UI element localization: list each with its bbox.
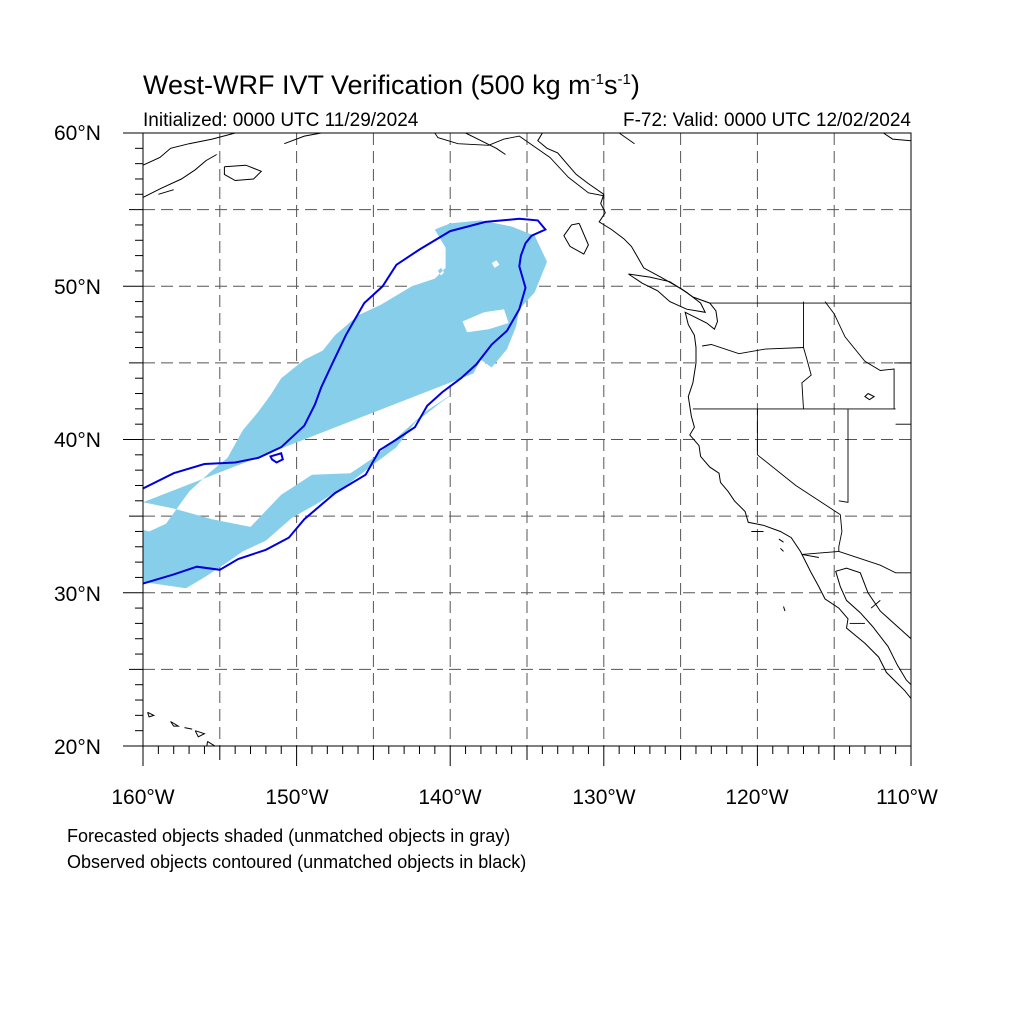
lon-label-110w: 110°W [876, 786, 938, 809]
political-borders [434, 133, 911, 624]
axis-ticks [123, 132, 912, 766]
coastline-segment [158, 189, 174, 195]
coastline-segment [184, 727, 193, 730]
forecast-note: Forecasted objects shaded (unmatched obj… [67, 826, 511, 846]
coastline-segment [780, 547, 784, 552]
lat-label-50n: 50°N [54, 276, 101, 299]
lat-label-20n: 20°N [54, 736, 101, 759]
observed-ivt-contour [143, 217, 548, 585]
coastline-segment [170, 721, 181, 727]
border-segment [870, 600, 881, 609]
lat-label-60n: 60°N [54, 122, 101, 145]
border-segment [801, 301, 812, 409]
coastline-segment [563, 222, 589, 255]
coastlines [143, 133, 911, 746]
lon-label-150w: 150°W [265, 786, 329, 809]
map-title: West-WRF IVT Verification (500 kg m-1s-1… [143, 70, 640, 100]
coastline-segment [778, 538, 784, 543]
border-segment [801, 553, 819, 558]
lon-label-160w: 160°W [111, 786, 175, 809]
coastline-segment [628, 273, 707, 313]
coastline-segment [537, 133, 911, 699]
border-segment [838, 408, 849, 503]
border-segment [838, 550, 911, 574]
lat-label-40n: 40°N [54, 429, 101, 452]
border-segment [618, 133, 635, 145]
coastline-segment [883, 133, 911, 142]
coastline-segment [864, 393, 876, 401]
coastline-segment [223, 164, 263, 182]
coastline-segment [143, 133, 236, 166]
border-segment [824, 301, 895, 409]
initialized-time: Initialized: 0000 UTC 11/29/2024 [143, 110, 419, 131]
lon-label-140w: 140°W [418, 786, 482, 809]
coastline-segment [143, 154, 217, 198]
border-segment [702, 344, 804, 355]
border-segment [434, 133, 605, 205]
lat-label-30n: 30°N [54, 583, 101, 606]
lon-label-120w: 120°W [725, 786, 789, 809]
coastline-segment [147, 711, 156, 718]
coastline-segment [194, 730, 206, 738]
border-segment [801, 514, 843, 555]
coastline-segment [835, 567, 911, 686]
coastline-segment [284, 133, 322, 145]
valid-time: F-72: Valid: 0000 UTC 12/02/2024 [623, 110, 911, 131]
graticule [143, 133, 911, 746]
coastline-segment [783, 606, 786, 612]
lon-label-130w: 130°W [572, 786, 636, 809]
observed-ivt-contour-loop [269, 452, 284, 464]
border-segment [756, 408, 841, 515]
observed-note: Observed objects contoured (unmatched ob… [67, 852, 527, 872]
coastline-segment [465, 133, 506, 155]
forecast-ivt-object [143, 220, 547, 589]
coastline-segment [206, 740, 216, 746]
